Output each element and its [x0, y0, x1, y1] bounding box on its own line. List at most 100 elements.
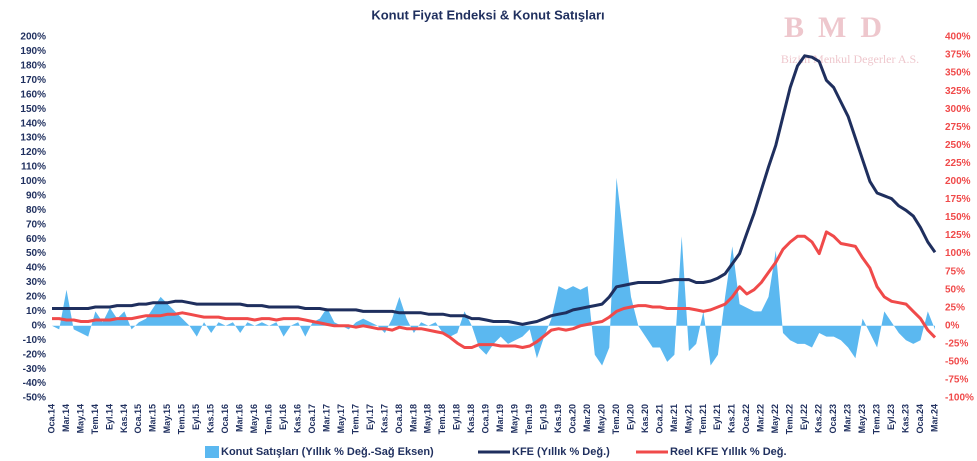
x-tick-label: Eyl.14: [104, 404, 114, 430]
x-tick-label: Kas.22: [814, 404, 824, 433]
y-tick-label: 60%: [26, 234, 46, 245]
y2-tick-label: -75%: [945, 375, 968, 386]
y2-tick-label: 225%: [945, 158, 971, 169]
x-tick-label: Mar.21: [669, 404, 679, 432]
x-tick-label: Kas.20: [640, 404, 650, 433]
y-tick-label: 110%: [21, 162, 46, 173]
x-tick-label: Tem.15: [177, 404, 187, 434]
y-tick-label: 180%: [20, 61, 46, 72]
chart-title: Konut Fiyat Endeksi & Konut Satışları: [371, 7, 604, 22]
y2-tick-label: 125%: [945, 230, 971, 241]
x-tick-label: Mar.22: [756, 404, 766, 432]
y2-tick-label: 75%: [945, 266, 965, 277]
x-tick-label: Tem.18: [437, 404, 447, 434]
x-tick-label: May.15: [162, 404, 172, 433]
x-tick-label: Oca.15: [133, 404, 143, 434]
y-tick-label: 140%: [20, 118, 46, 129]
x-tick-label: May.20: [596, 404, 606, 433]
legend-label: Konut Satışları (Yıllık % Değ.-Sağ Eksen…: [221, 446, 434, 458]
x-tick-label: May.22: [770, 404, 780, 433]
x-tick-label: Tem.23: [871, 404, 881, 434]
y-tick-label: 150%: [20, 104, 46, 115]
x-tick-label: Oca.18: [394, 404, 404, 434]
x-tick-label: May.18: [423, 404, 433, 433]
x-tick-label: Oca.20: [567, 404, 577, 434]
y-tick-label: 120%: [20, 147, 46, 158]
y-tick-label: 90%: [26, 190, 46, 201]
x-tick-label: May.16: [249, 404, 259, 433]
y2-tick-label: 325%: [945, 86, 971, 97]
y-tick-label: -10%: [23, 335, 46, 346]
x-tick-label: Oca.23: [828, 404, 838, 434]
x-tick-label: Oca.19: [481, 404, 491, 434]
x-tick-label: Mar.16: [235, 404, 245, 432]
y-tick-label: 10%: [26, 306, 46, 317]
x-tick-label: Kas.21: [727, 404, 737, 433]
x-tick-label: Kas.15: [206, 404, 216, 433]
y-tick-label: 70%: [26, 219, 46, 230]
y2-tick-label: 300%: [945, 104, 971, 115]
y2-tick-label: 0%: [945, 320, 960, 331]
watermark-logo: BMD: [784, 11, 896, 44]
x-tick-label: May.21: [683, 404, 693, 433]
y2-tick-label: -25%: [945, 338, 968, 349]
x-tick-label: May.19: [510, 404, 520, 433]
y2-tick-label: 150%: [945, 212, 971, 223]
x-tick-label: Mar.19: [495, 404, 505, 432]
y-tick-label: 80%: [26, 205, 46, 216]
x-tick-label: Mar.20: [582, 404, 592, 432]
x-tick-label: Oca.17: [307, 404, 317, 434]
y-tick-label: 100%: [20, 176, 46, 187]
x-tick-label: Tem.14: [90, 404, 100, 434]
x-tick-label: Mar.17: [321, 404, 331, 432]
x-tick-label: Oca.14: [46, 404, 56, 434]
x-tick-label: Eyl.23: [886, 404, 896, 430]
y2-tick-label: 400%: [945, 32, 971, 43]
x-tick-label: Oca.16: [220, 404, 230, 434]
y2-tick-label: 375%: [945, 50, 971, 61]
x-tick-label: Mar.14: [61, 404, 71, 432]
x-tick-label: Tem.21: [698, 404, 708, 434]
y-tick-label: 50%: [26, 248, 46, 259]
x-tick-label: Eyl.19: [539, 404, 549, 430]
y2-tick-label: 350%: [945, 68, 971, 79]
y-tick-label: -40%: [23, 378, 46, 389]
y-tick-label: 20%: [26, 292, 46, 303]
y-tick-label: 160%: [20, 89, 46, 100]
x-tick-label: Eyl.15: [191, 404, 201, 430]
legend-label: Reel KFE Yıllık % Değ.: [670, 446, 787, 458]
x-tick-label: Tem.16: [264, 404, 274, 434]
y2-tick-label: 250%: [945, 140, 971, 151]
x-tick-label: Eyl.22: [799, 404, 809, 430]
x-tick-label: Eyl.17: [365, 404, 375, 430]
watermark-text: Bizim Menkul Degerler A.S.: [781, 52, 919, 66]
x-tick-label: Kas.19: [553, 404, 563, 433]
x-tick-label: Kas.16: [292, 404, 302, 433]
x-tick-label: Kas.17: [379, 404, 389, 433]
y-tick-label: 200%: [20, 32, 46, 43]
x-tick-label: Oca.22: [741, 404, 751, 434]
x-tick-label: Mar.23: [843, 404, 853, 432]
y-tick-label: 130%: [20, 133, 46, 144]
x-tick-label: May.23: [857, 404, 867, 433]
x-tick-label: Mar.15: [148, 404, 158, 432]
x-tick-label: Eyl.16: [278, 404, 288, 430]
y-tick-label: 40%: [26, 263, 46, 274]
y-tick-label: -50%: [23, 393, 46, 404]
y-tick-label: 30%: [26, 277, 46, 288]
y-tick-label: -20%: [23, 349, 46, 360]
x-tick-label: Tem.17: [350, 404, 360, 434]
x-tick-label: May.14: [75, 404, 85, 433]
y-tick-label: -30%: [23, 364, 46, 375]
y2-tick-label: -50%: [945, 357, 968, 368]
area-series: [52, 177, 935, 366]
x-tick-label: Tem.19: [524, 404, 534, 434]
line-series: [52, 54, 937, 326]
y2-tick-label: 175%: [945, 194, 971, 205]
x-tick-label: Kas.18: [466, 404, 476, 433]
y-tick-label: 170%: [20, 75, 46, 86]
x-tick-label: Mar.24: [929, 404, 939, 432]
x-tick-label: Oca.21: [654, 404, 664, 434]
x-tick-label: Tem.20: [611, 404, 621, 434]
